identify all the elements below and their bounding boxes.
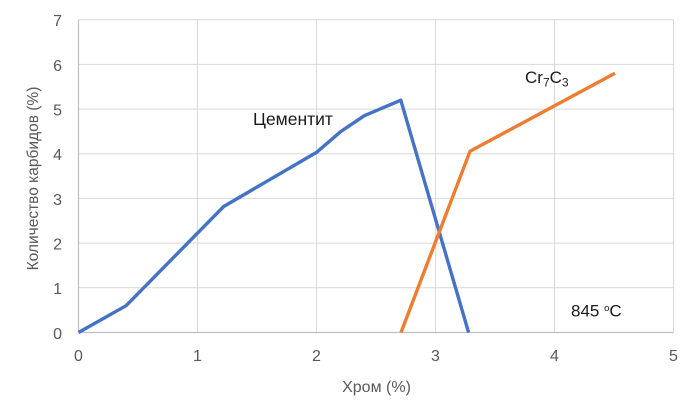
svg-text:1: 1 xyxy=(53,281,62,298)
svg-text:0: 0 xyxy=(74,348,83,365)
svg-text:Цементит: Цементит xyxy=(253,109,333,129)
svg-text:0: 0 xyxy=(53,326,62,343)
svg-text:5: 5 xyxy=(669,348,678,365)
svg-text:2: 2 xyxy=(53,236,62,253)
svg-text:Cr7C3: Cr7C3 xyxy=(525,68,569,90)
svg-text:Хром (%): Хром (%) xyxy=(342,379,411,396)
svg-text:2: 2 xyxy=(312,348,321,365)
svg-text:Количество карбидов (%): Количество карбидов (%) xyxy=(25,87,42,271)
svg-text:4: 4 xyxy=(53,147,62,164)
svg-text:3: 3 xyxy=(53,192,62,209)
svg-text:1: 1 xyxy=(193,348,202,365)
svg-text:6: 6 xyxy=(53,58,62,75)
svg-text:3: 3 xyxy=(431,348,440,365)
svg-text:5: 5 xyxy=(53,102,62,119)
svg-text:7: 7 xyxy=(53,13,62,30)
svg-text:845 oC: 845 oC xyxy=(571,302,622,321)
svg-text:4: 4 xyxy=(550,348,559,365)
